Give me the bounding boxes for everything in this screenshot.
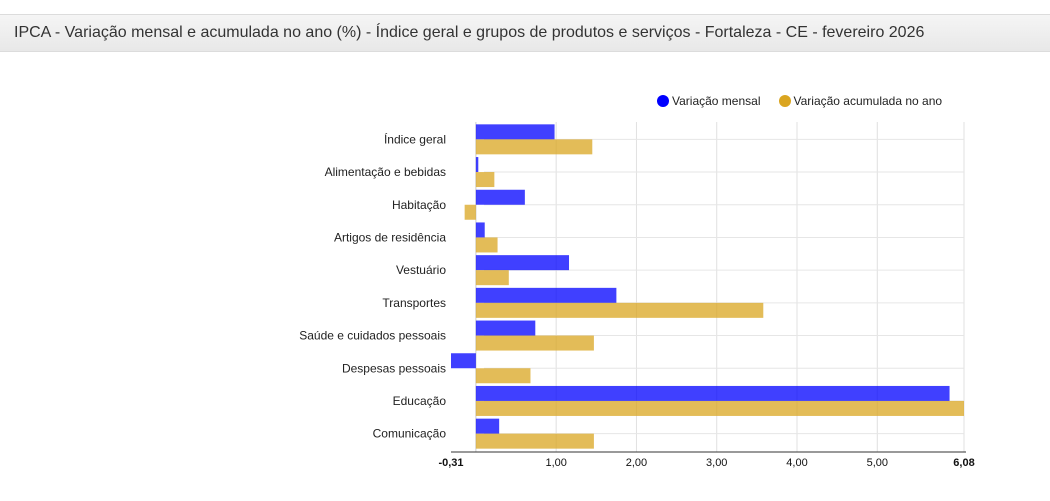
bar-variacao-acumulada	[475, 400, 964, 416]
bar-variacao-mensal	[475, 222, 485, 238]
bar-variacao-acumulada	[464, 204, 476, 220]
bar-variacao-acumulada	[475, 368, 531, 384]
legend-label-mensal: Variação mensal	[672, 94, 761, 108]
bar-variacao-mensal	[475, 157, 479, 173]
x-tick-label: 5,00	[867, 457, 888, 469]
bar-variacao-mensal	[475, 255, 570, 271]
bar-variacao-acumulada	[475, 335, 594, 351]
y-tick-label: Despesas pessoais	[342, 361, 446, 375]
y-axis-labels: Índice geral Alimentação e bebidas Habitaç…	[299, 131, 446, 440]
bar-variacao-mensal	[475, 124, 555, 140]
bar-variacao-acumulada	[475, 270, 509, 286]
legend-dot-mensal-icon	[657, 95, 669, 107]
bar-variacao-acumulada	[475, 172, 495, 188]
y-tick-label: Artigos de residência	[334, 230, 446, 244]
bar-variacao-acumulada	[475, 302, 764, 318]
x-axis: -0,31 1,00 2,00 3,00 4,00 5,00 6,08	[438, 451, 975, 469]
bars	[451, 124, 964, 449]
bar-variacao-mensal	[475, 418, 500, 434]
bar-variacao-acumulada	[475, 237, 498, 253]
bar-variacao-mensal	[475, 189, 525, 205]
x-tick-label: -0,31	[438, 457, 463, 469]
bar-variacao-mensal	[475, 287, 617, 303]
x-tick-label: 4,00	[786, 457, 807, 469]
y-tick-label: Saúde e cuidados pessoais	[299, 329, 446, 343]
bar-variacao-mensal	[451, 353, 476, 369]
bar-variacao-acumulada	[475, 139, 593, 155]
chart-header: IPCA - Variação mensal e acumulada no an…	[0, 14, 1050, 52]
x-tick-label: 2,00	[626, 457, 647, 469]
y-tick-label: Habitação	[392, 198, 446, 212]
y-tick-label: Transportes	[382, 296, 446, 310]
y-tick-label: Vestuário	[396, 263, 446, 277]
y-tick-label: Educação	[393, 394, 447, 408]
y-tick-label: Comunicação	[373, 427, 447, 441]
y-tick-label: Alimentação e bebidas	[325, 165, 446, 179]
x-tick-label: 1,00	[545, 457, 566, 469]
chart-legend: Variação mensal Variação acumulada no an…	[657, 94, 960, 108]
legend-item-acumulada[interactable]: Variação acumulada no ano	[778, 94, 943, 108]
y-tick-label: Índice geral	[384, 131, 446, 146]
bar-variacao-mensal	[475, 320, 536, 336]
bar-variacao-mensal	[475, 385, 950, 401]
legend-dot-acumulada-icon	[778, 95, 791, 107]
chart-title: IPCA - Variação mensal e acumulada no an…	[14, 24, 925, 41]
bar-variacao-acumulada	[475, 433, 594, 449]
x-tick-label: 3,00	[706, 457, 727, 469]
legend-item-mensal[interactable]: Variação mensal	[657, 94, 761, 108]
x-tick-label: 6,08	[953, 457, 974, 469]
legend-label-acumulada: Variação acumulada no ano	[793, 94, 943, 108]
